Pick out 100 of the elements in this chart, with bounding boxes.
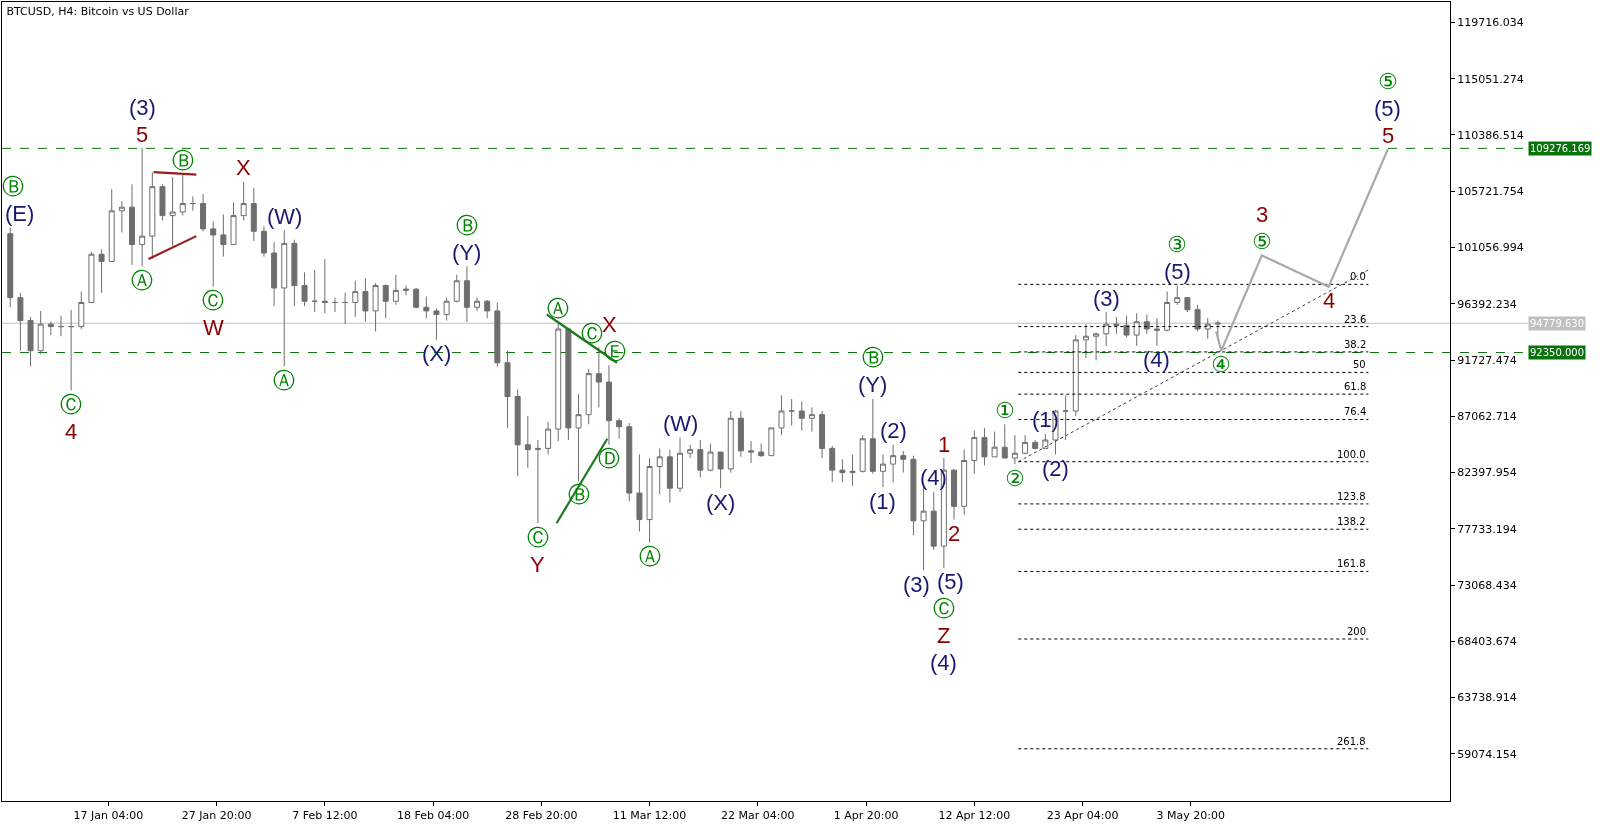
annotation: 4 xyxy=(1323,288,1336,313)
x-tick-label: 12 Apr 12:00 xyxy=(938,809,1011,823)
candlestick xyxy=(869,398,876,475)
candlestick xyxy=(200,193,207,232)
candlestick xyxy=(565,327,572,441)
annotation: Y xyxy=(530,552,545,577)
candlestick xyxy=(534,439,541,524)
candlestick xyxy=(829,445,836,483)
candlestick xyxy=(271,241,278,307)
candlestick xyxy=(1174,285,1181,306)
candlestick xyxy=(58,315,64,337)
candlestick xyxy=(991,431,998,458)
annotation: ② xyxy=(1005,466,1025,491)
candlestick xyxy=(555,322,562,442)
annotation: 2 xyxy=(948,521,961,546)
candlestick xyxy=(677,437,683,493)
candlestick xyxy=(900,450,907,474)
x-tick-label: 17 Jan 04:00 xyxy=(73,809,144,823)
candlestick xyxy=(463,265,470,323)
annotation: (Y) xyxy=(858,372,888,397)
candlestick xyxy=(108,188,115,262)
series-label: 76.4 xyxy=(1344,406,1367,417)
candlestick xyxy=(951,468,957,521)
candlestick xyxy=(1042,433,1049,449)
candlestick xyxy=(403,285,410,296)
x-tick-label: 22 Mar 04:00 xyxy=(721,809,795,823)
annotation: ③ xyxy=(1167,232,1187,257)
series-label: 100.0 xyxy=(1337,449,1366,460)
candlestick xyxy=(616,417,623,440)
series-label: 38.2 xyxy=(1344,339,1367,350)
candlestick xyxy=(971,429,978,475)
candlestick xyxy=(392,274,399,306)
annotation: (5) xyxy=(1164,259,1191,284)
candlestick xyxy=(240,181,247,221)
candlestick xyxy=(1194,304,1201,332)
candlestick xyxy=(758,443,765,458)
candlestick xyxy=(524,415,531,469)
candlestick xyxy=(636,453,643,533)
candlestick xyxy=(413,287,420,309)
y-tick-label: 68403.674 xyxy=(1457,635,1517,649)
candlestick xyxy=(717,451,724,489)
series-label: 200 xyxy=(1347,626,1367,637)
candlestick xyxy=(727,410,734,474)
annotation: (4) xyxy=(930,650,957,675)
candlestick xyxy=(910,455,917,536)
candlestick xyxy=(382,283,389,319)
y-tick-label: 77733.194 xyxy=(1457,522,1517,536)
annotation: Ⓑ xyxy=(2,174,24,199)
candlestick xyxy=(443,297,450,322)
candlestick xyxy=(311,269,318,313)
annotation: 5 xyxy=(136,122,149,147)
candlestick xyxy=(17,292,24,352)
candlestick xyxy=(737,410,744,458)
candlestick xyxy=(1093,332,1100,361)
candlestick xyxy=(179,174,186,217)
x-tick-label: 11 Mar 12:00 xyxy=(612,809,687,823)
candlestick xyxy=(362,277,369,323)
candlestick xyxy=(210,221,217,288)
candlestick xyxy=(352,280,359,318)
annotation: (W) xyxy=(267,204,303,229)
annotation: Ⓒ xyxy=(527,525,549,550)
candlestick xyxy=(768,427,775,457)
ref-line-label: 92350.000 xyxy=(1530,347,1585,358)
candlestick xyxy=(504,350,511,429)
annotation: Ⓑ xyxy=(862,345,884,370)
x-tick-label: 27 Jan 20:00 xyxy=(181,809,252,823)
candlestick xyxy=(839,458,846,483)
candlestick xyxy=(849,453,856,487)
candlestick xyxy=(220,213,227,258)
candlestick xyxy=(1072,334,1079,417)
annotation: (3) xyxy=(1093,286,1120,311)
x-tick-label: 7 Feb 12:00 xyxy=(292,809,358,823)
annotation: (X) xyxy=(706,490,736,515)
annotation: (Y) xyxy=(452,240,482,265)
candlestick xyxy=(808,406,815,433)
candlestick xyxy=(1062,394,1069,441)
candlestick xyxy=(129,183,136,266)
annotation: Ⓒ xyxy=(581,321,603,346)
annotation: Ⓒ xyxy=(60,392,82,417)
candlestick xyxy=(321,258,328,314)
candlestick xyxy=(291,239,298,307)
candlestick xyxy=(98,248,105,294)
series-label: 23.6 xyxy=(1344,314,1367,325)
candlestick xyxy=(1011,434,1018,465)
candlestick xyxy=(1001,423,1008,459)
candlestick xyxy=(27,316,34,367)
chart-title: BTCUSD, H4: Bitcoin vs US Dollar xyxy=(6,4,190,18)
annotation: (W) xyxy=(663,411,699,436)
annotation: X xyxy=(602,312,617,337)
y-tick-label: 119716.034 xyxy=(1457,16,1524,30)
candlestick xyxy=(37,310,44,355)
x-tick-label: 28 Feb 20:00 xyxy=(505,809,578,823)
candlestick xyxy=(1103,311,1110,347)
candlestick xyxy=(748,440,755,464)
annotation: ⑤ xyxy=(1252,229,1272,254)
candlestick xyxy=(656,447,663,495)
y-tick-label: 91727.474 xyxy=(1457,353,1517,367)
candlestick xyxy=(139,147,146,267)
candlestick xyxy=(1022,434,1029,455)
candlestick xyxy=(1113,316,1120,335)
